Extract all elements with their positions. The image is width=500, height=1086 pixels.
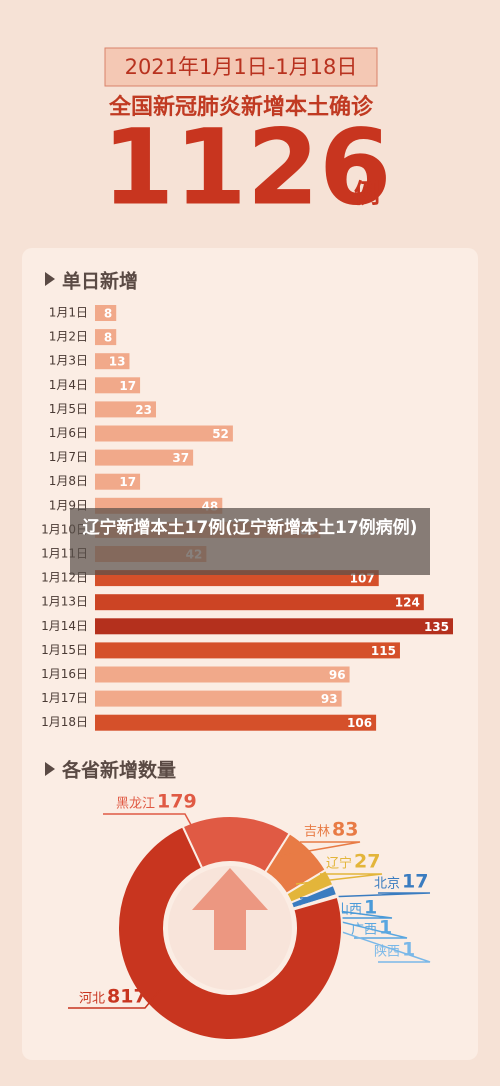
value-label: 8 [104, 331, 112, 345]
total: 1126 [102, 106, 391, 228]
bar [95, 425, 233, 442]
bar [95, 594, 424, 611]
bar [95, 449, 194, 466]
leader-line [279, 841, 361, 857]
bar [95, 353, 130, 370]
y-tick-label: 1月15日 [41, 643, 88, 657]
y-tick-label: 1月8日 [49, 474, 88, 488]
value-label: 37 [172, 451, 189, 465]
slice-value: 1 [402, 939, 415, 961]
slice-name: 北京 [374, 877, 400, 892]
y-tick-label: 1月14日 [41, 619, 88, 633]
value-label: 135 [424, 620, 449, 634]
value-label: 23 [135, 403, 152, 417]
slice-value: 179 [157, 791, 197, 813]
value-label: 8 [104, 307, 112, 321]
section-title: 各省新增数量 [61, 759, 176, 782]
value-label: 124 [395, 596, 420, 610]
unit: 例 [354, 180, 380, 210]
value-label: 115 [371, 644, 396, 658]
value-label: 93 [321, 692, 338, 706]
bar [95, 666, 350, 683]
bar [95, 642, 400, 659]
bar [95, 473, 141, 490]
donut-slice [117, 825, 343, 1041]
value-label: 96 [329, 668, 346, 682]
value-label: 17 [119, 379, 136, 393]
leader-line [300, 917, 431, 963]
slice-value: 17 [402, 871, 428, 893]
y-tick-label: 1月17日 [41, 691, 88, 705]
slice-value: 27 [354, 851, 380, 873]
bar [95, 690, 342, 707]
value-label: 52 [212, 427, 229, 441]
slice-value: 1 [364, 897, 377, 919]
slice-value: 1 [379, 917, 392, 939]
value-label: 106 [347, 716, 372, 730]
slice-name: 辽宁 [326, 856, 352, 872]
slice-name: 广西 [351, 923, 377, 938]
section-title: 单日新增 [62, 270, 138, 293]
y-tick-label: 1月6日 [49, 426, 88, 440]
bar [95, 329, 117, 346]
section-marker [45, 762, 55, 776]
y-tick-label: 1月7日 [49, 450, 88, 464]
arrow-icon [192, 868, 268, 950]
bar [95, 305, 117, 321]
leader-line [295, 873, 383, 885]
leader-line [68, 989, 161, 1009]
overlay-banner: 辽宁新增本土17例(辽宁新增本土17例病例) [70, 508, 430, 575]
value-label: 17 [119, 475, 136, 489]
bar [95, 714, 377, 731]
date-box [104, 47, 378, 87]
slice-value: 83 [332, 819, 358, 841]
subtitle: 全国新冠肺炎新增本土确诊 [108, 94, 374, 120]
slice-name: 黑龙江 [116, 797, 155, 812]
slice-name: 吉林 [304, 825, 330, 840]
y-tick-label: 1月3日 [49, 354, 88, 368]
y-tick-label: 1月5日 [49, 402, 88, 416]
slice-name: 陕西 [374, 945, 400, 960]
bar [95, 618, 453, 635]
value-label: 13 [109, 355, 126, 369]
date-range: 2021年1月1日-1月18日 [125, 55, 358, 79]
bar [95, 401, 156, 418]
y-tick-label: 1月13日 [41, 595, 88, 609]
section-marker [45, 272, 55, 286]
y-tick-label: 1月4日 [49, 378, 88, 392]
slice-value: 817 [107, 986, 147, 1008]
bar [95, 377, 141, 394]
slice-name: 山西 [336, 903, 362, 918]
y-tick-label: 1月2日 [49, 330, 88, 344]
leader-line [103, 813, 196, 833]
y-tick-label: 1月18日 [41, 715, 88, 729]
y-tick-label: 1月16日 [41, 667, 88, 681]
leader-line [299, 892, 431, 899]
value-label: 107 [350, 572, 375, 586]
y-tick-label: 1月1日 [49, 306, 88, 320]
slice-name: 河北 [79, 992, 105, 1007]
